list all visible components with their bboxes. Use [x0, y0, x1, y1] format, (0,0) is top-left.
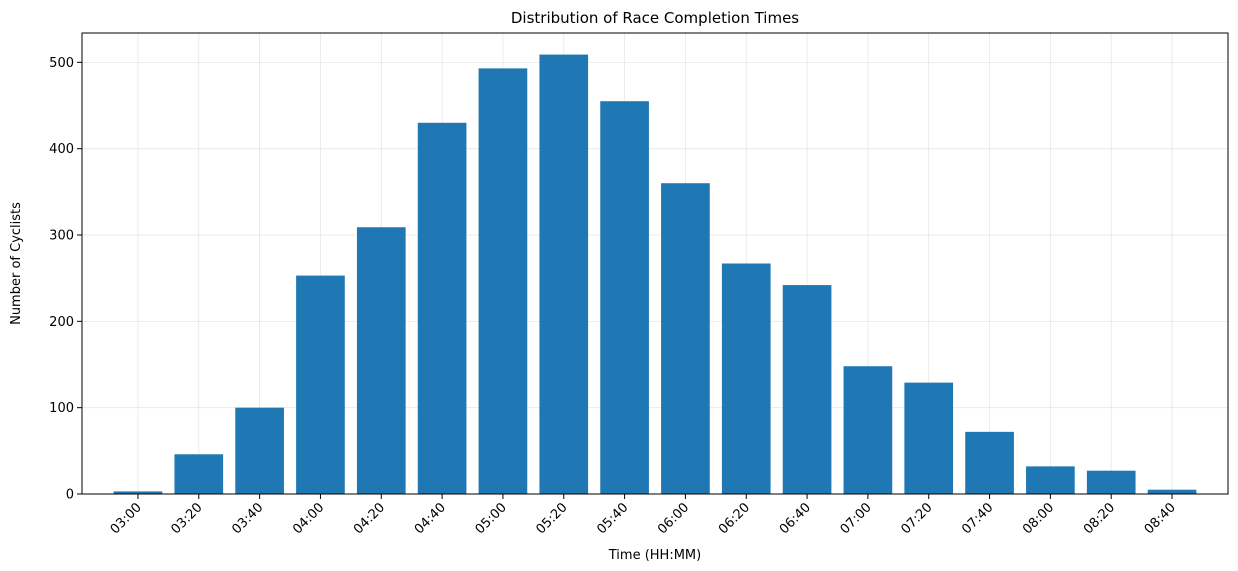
y-axis-label: Number of Cyclists: [9, 202, 24, 325]
x-tick-label: 05:20: [533, 500, 570, 537]
x-tick-label: 06:20: [716, 500, 753, 537]
x-tick-label: 08:20: [1081, 500, 1118, 537]
x-tick-label: 07:40: [959, 500, 996, 537]
x-tick-label: 04:20: [351, 500, 388, 537]
x-tick-label: 06:00: [655, 500, 692, 537]
bar-0540: [600, 101, 649, 494]
x-tick-label: 07:20: [898, 500, 935, 537]
bar-0640: [782, 285, 832, 494]
bar-0800: [1026, 466, 1075, 494]
x-axis: 03:00 03:20 03:40 04:00 04:20 04:40 05:00 05:20…: [108, 494, 1179, 537]
plot-frame: [81, 32, 1229, 495]
x-tick-label: 04:40: [412, 500, 449, 537]
x-axis-label: Time (HH:MM): [608, 548, 701, 563]
bar-0700: [843, 366, 893, 494]
bar-0600: [661, 183, 710, 494]
x-tick-label: 03:20: [169, 500, 206, 537]
y-tick-label: 0: [66, 488, 74, 503]
x-tick-label: 05:00: [473, 500, 510, 537]
bar-0440: [417, 122, 467, 494]
y-tick-label: 400: [49, 142, 74, 157]
x-tick-label: 08:40: [1142, 500, 1179, 537]
y-tick-label: 300: [49, 229, 74, 244]
y-tick-label: 200: [49, 315, 74, 330]
x-tick-label: 05:40: [594, 500, 631, 537]
bar-0820: [1086, 470, 1136, 494]
bar-0300: [113, 491, 163, 494]
x-tick-label: 06:40: [777, 500, 814, 537]
bar-0740: [965, 431, 1014, 494]
x-tick-label: 03:00: [108, 500, 145, 537]
bar-0720: [904, 382, 954, 494]
x-tick-label: 07:00: [838, 500, 875, 537]
chart-title: Distribution of Race Completion Times: [511, 9, 799, 27]
y-axis: 0 100 200 300 400 500: [49, 56, 82, 503]
y-tick-label: 100: [49, 401, 74, 416]
bar-0400: [296, 275, 345, 494]
bar-0340: [235, 407, 284, 494]
bar-0840: [1147, 489, 1197, 494]
bar-0520: [539, 54, 589, 494]
bar-0420: [356, 227, 406, 494]
bar-0620: [721, 263, 771, 494]
x-tick-label: 04:00: [290, 500, 327, 537]
y-tick-label: 500: [49, 56, 74, 71]
bar-0320: [174, 454, 224, 494]
bars-layer: [113, 54, 1197, 494]
x-tick-label: 03:40: [229, 500, 266, 537]
bar-0500: [478, 68, 528, 494]
x-tick-label: 08:00: [1020, 500, 1057, 537]
